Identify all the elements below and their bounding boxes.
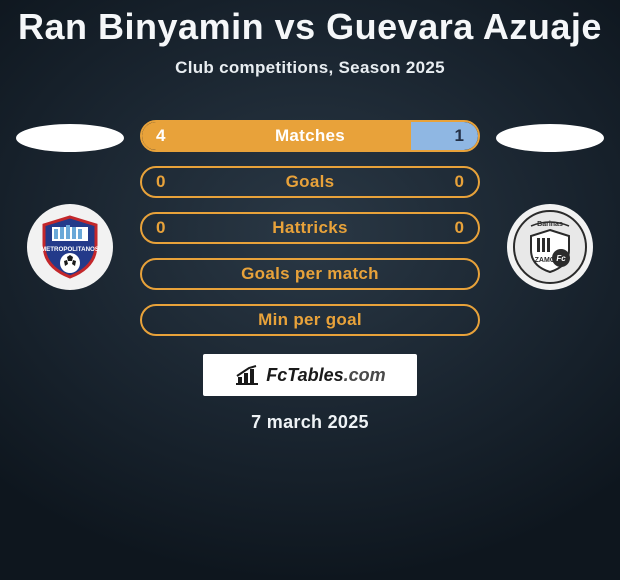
stat-bar: 41Matches <box>140 120 480 152</box>
player2-name: Guevara Azuaje <box>326 6 602 47</box>
attribution-box: FcTables.com <box>203 354 417 396</box>
bar-chart-icon <box>234 364 260 386</box>
content-root: Ran Binyamin vs Guevara Azuaje Club comp… <box>0 0 620 580</box>
vs-text: vs <box>275 6 316 47</box>
svg-text:METROPOLITANOS: METROPOLITANOS <box>41 246 99 253</box>
date-text: 7 march 2025 <box>251 412 369 433</box>
page-title: Ran Binyamin vs Guevara Azuaje <box>18 6 602 48</box>
stat-label: Hattricks <box>142 218 478 238</box>
player1-oval <box>16 124 124 152</box>
right-column: Barinas ZAMORA Fc <box>480 120 620 336</box>
club-right-crest-icon: Barinas ZAMORA Fc <box>511 208 589 286</box>
stat-label: Min per goal <box>142 310 478 330</box>
left-column: METROPOLITANOS <box>0 120 140 336</box>
club-left-crest-icon: METROPOLITANOS <box>34 211 106 283</box>
club-badge-right: Barinas ZAMORA Fc <box>507 204 593 290</box>
brand-main: FcTables <box>266 365 343 385</box>
player1-name: Ran Binyamin <box>18 6 264 47</box>
stat-label: Goals <box>142 172 478 192</box>
club-badge-left: METROPOLITANOS <box>27 204 113 290</box>
attribution-text: FcTables.com <box>266 365 385 386</box>
player2-oval <box>496 124 604 152</box>
subtitle: Club competitions, Season 2025 <box>175 58 445 78</box>
stat-label: Goals per match <box>142 264 478 284</box>
stat-bars: 41Matches 00Goals 00Hattricks Goals per mat… <box>140 120 480 336</box>
stat-label: Matches <box>142 126 478 146</box>
svg-text:Barinas: Barinas <box>537 221 563 228</box>
stat-bar: 00Goals <box>140 166 480 198</box>
comparison-grid: METROPOLITANOS 41Matches 00Goals 00Hattric… <box>0 120 620 336</box>
brand-suffix: .com <box>344 365 386 385</box>
stat-bar: 00Hattricks <box>140 212 480 244</box>
stat-bar: Goals per match <box>140 258 480 290</box>
stat-bar: Min per goal <box>140 304 480 336</box>
svg-text:Fc: Fc <box>556 254 566 263</box>
